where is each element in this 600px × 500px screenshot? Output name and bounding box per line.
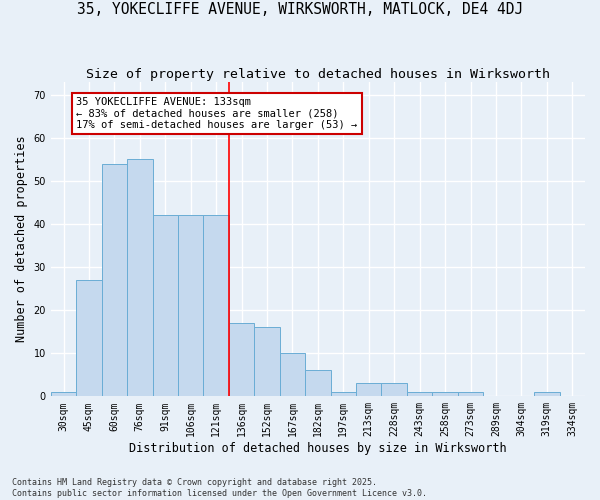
Bar <box>203 216 229 396</box>
Text: Contains HM Land Registry data © Crown copyright and database right 2025.
Contai: Contains HM Land Registry data © Crown c… <box>12 478 427 498</box>
Bar <box>51 392 76 396</box>
Bar <box>127 160 152 396</box>
Bar <box>331 392 356 396</box>
Bar <box>407 392 433 396</box>
Bar <box>101 164 127 396</box>
Bar <box>458 392 483 396</box>
Y-axis label: Number of detached properties: Number of detached properties <box>15 136 28 342</box>
X-axis label: Distribution of detached houses by size in Wirksworth: Distribution of detached houses by size … <box>129 442 507 455</box>
Bar <box>280 353 305 397</box>
Text: 35, YOKECLIFFE AVENUE, WIRKSWORTH, MATLOCK, DE4 4DJ: 35, YOKECLIFFE AVENUE, WIRKSWORTH, MATLO… <box>77 2 523 18</box>
Bar <box>254 328 280 396</box>
Text: 35 YOKECLIFFE AVENUE: 133sqm
← 83% of detached houses are smaller (258)
17% of s: 35 YOKECLIFFE AVENUE: 133sqm ← 83% of de… <box>76 97 358 130</box>
Bar <box>152 216 178 396</box>
Bar <box>178 216 203 396</box>
Bar <box>382 384 407 396</box>
Bar <box>534 392 560 396</box>
Bar <box>433 392 458 396</box>
Bar <box>305 370 331 396</box>
Bar <box>229 323 254 396</box>
Bar <box>356 384 382 396</box>
Title: Size of property relative to detached houses in Wirksworth: Size of property relative to detached ho… <box>86 68 550 80</box>
Bar <box>76 280 101 396</box>
